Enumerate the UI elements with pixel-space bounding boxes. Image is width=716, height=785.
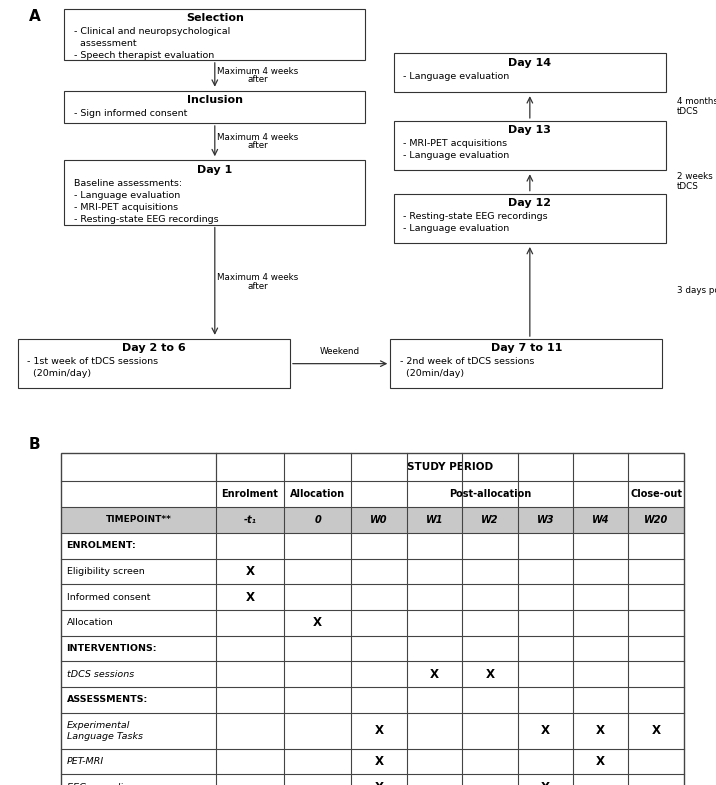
Text: - Language evaluation: - Language evaluation [403, 72, 509, 81]
Text: PET-MRI: PET-MRI [67, 757, 104, 766]
Text: after: after [248, 282, 268, 290]
FancyBboxPatch shape [18, 339, 290, 389]
Text: - Resting-state EEG recordings: - Resting-state EEG recordings [74, 215, 218, 224]
Text: Informed consent: Informed consent [67, 593, 150, 601]
Text: Day 13: Day 13 [508, 125, 551, 135]
Text: - 1st week of tDCS sessions: - 1st week of tDCS sessions [27, 357, 158, 367]
Text: Post-allocation: Post-allocation [449, 489, 531, 499]
FancyBboxPatch shape [64, 91, 365, 123]
Text: Allocation: Allocation [290, 489, 345, 499]
Text: tDCS sessions: tDCS sessions [67, 670, 134, 679]
Text: tDCS: tDCS [677, 107, 699, 116]
Text: X: X [596, 725, 605, 737]
Text: tDCS: tDCS [677, 182, 699, 192]
Text: 4 months post-: 4 months post- [677, 97, 716, 106]
Text: TIMEPOINT**: TIMEPOINT** [106, 516, 172, 524]
FancyBboxPatch shape [394, 194, 666, 243]
Text: Selection: Selection [186, 13, 243, 23]
Text: Day 12: Day 12 [508, 198, 551, 208]
Text: Inclusion: Inclusion [187, 95, 243, 105]
Text: Day 7 to 11: Day 7 to 11 [490, 343, 562, 353]
Text: X: X [430, 668, 439, 681]
Text: Allocation: Allocation [67, 619, 113, 627]
Bar [61, 453, 684, 785]
Text: X: X [374, 755, 384, 768]
Text: W1: W1 [426, 515, 443, 525]
Text: - Speech therapist evaluation: - Speech therapist evaluation [74, 51, 214, 60]
Text: X: X [652, 725, 661, 737]
Text: Maximum 4 weeks: Maximum 4 weeks [217, 67, 299, 75]
Bar [61, 507, 684, 533]
Text: Weekend: Weekend [320, 347, 360, 356]
Text: Day 1: Day 1 [197, 165, 233, 175]
Text: X: X [246, 565, 254, 578]
Text: Experimental
Language Tasks: Experimental Language Tasks [67, 721, 142, 740]
Text: Close-out: Close-out [630, 489, 682, 499]
Text: - Resting-state EEG recordings: - Resting-state EEG recordings [403, 212, 548, 221]
Text: X: X [374, 725, 384, 737]
Text: X: X [313, 616, 322, 630]
Text: - MRI-PET acquisitions: - MRI-PET acquisitions [74, 203, 178, 212]
Text: Enrolment: Enrolment [221, 489, 279, 499]
Text: after: after [248, 141, 268, 151]
Text: W0: W0 [370, 515, 388, 525]
Text: X: X [374, 780, 384, 785]
Text: W4: W4 [592, 515, 609, 525]
FancyBboxPatch shape [64, 160, 365, 225]
Text: 2 weeks post-: 2 weeks post- [677, 172, 716, 181]
Text: Maximum 4 weeks: Maximum 4 weeks [217, 133, 299, 142]
Text: Day 2 to 6: Day 2 to 6 [122, 343, 186, 353]
FancyBboxPatch shape [390, 339, 662, 389]
Text: INTERVENTIONS:: INTERVENTIONS: [67, 644, 157, 653]
Text: - 2nd week of tDCS sessions: - 2nd week of tDCS sessions [400, 357, 534, 367]
Text: - Sign informed consent: - Sign informed consent [74, 109, 187, 119]
Text: Baseline assessments:: Baseline assessments: [74, 179, 182, 188]
Text: after: after [248, 75, 268, 84]
Text: Day 14: Day 14 [508, 58, 551, 68]
Text: -t₁: -t₁ [243, 515, 256, 525]
Text: EEG recordings: EEG recordings [67, 783, 140, 785]
Text: X: X [596, 755, 605, 768]
Text: W20: W20 [644, 515, 668, 525]
Text: (20min/day): (20min/day) [27, 370, 92, 378]
Text: X: X [485, 668, 494, 681]
Text: - Clinical and neuropsychological: - Clinical and neuropsychological [74, 27, 230, 36]
Text: - Language evaluation: - Language evaluation [403, 152, 509, 160]
Text: - Language evaluation: - Language evaluation [74, 191, 180, 200]
Text: assessment: assessment [74, 39, 136, 48]
Text: - Language evaluation: - Language evaluation [403, 224, 509, 233]
Text: W3: W3 [536, 515, 554, 525]
Text: ASSESSMENTS:: ASSESSMENTS: [67, 696, 147, 704]
FancyBboxPatch shape [394, 121, 666, 170]
FancyBboxPatch shape [394, 53, 666, 92]
Text: X: X [541, 725, 550, 737]
Text: B: B [29, 436, 40, 451]
Text: X: X [541, 780, 550, 785]
Text: (20min/day): (20min/day) [400, 370, 464, 378]
Text: 0: 0 [314, 515, 321, 525]
Text: A: A [29, 9, 40, 24]
FancyBboxPatch shape [64, 9, 365, 60]
Text: Maximum 4 weeks: Maximum 4 weeks [217, 273, 299, 282]
Text: Eligibility screen: Eligibility screen [67, 567, 145, 576]
Text: ENROLMENT:: ENROLMENT: [67, 541, 136, 550]
Text: X: X [246, 590, 254, 604]
Text: 3 days post-tDCS: 3 days post-tDCS [677, 287, 716, 295]
Text: STUDY PERIOD: STUDY PERIOD [407, 462, 493, 472]
Text: - MRI-PET acquisitions: - MRI-PET acquisitions [403, 139, 507, 148]
Text: W2: W2 [481, 515, 498, 525]
